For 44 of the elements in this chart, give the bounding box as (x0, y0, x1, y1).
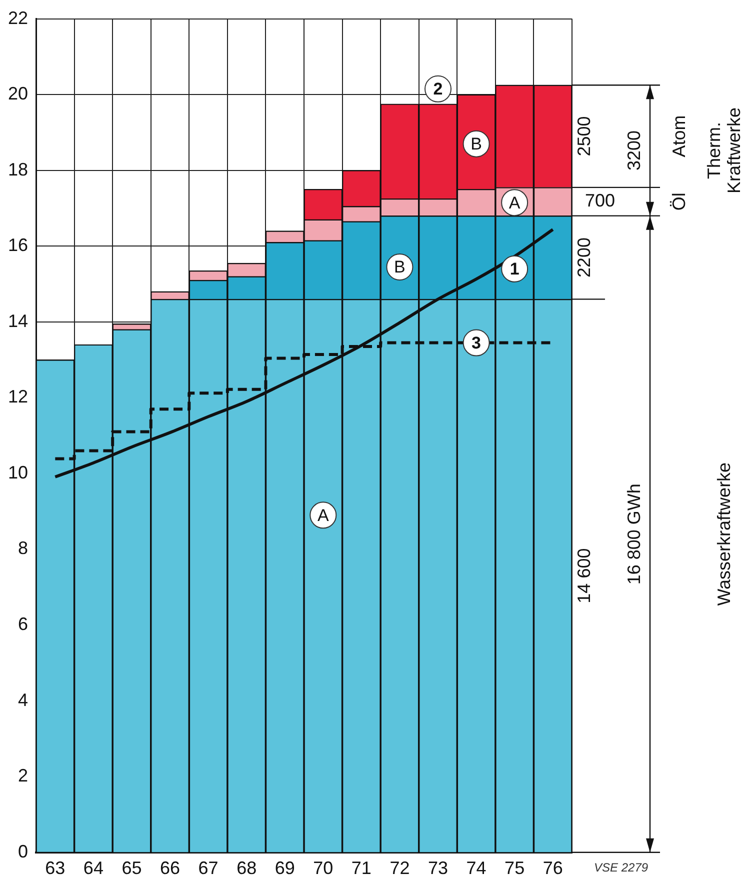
y-tick-label: 14 (8, 310, 28, 331)
x-tick-label: 74 (466, 858, 486, 878)
text: 16 800 GWh (624, 484, 644, 585)
x-tick-label: 70 (313, 858, 334, 878)
text: 700 (585, 190, 616, 211)
x-tick-label: 73 (428, 858, 448, 878)
y-tick-label: 0 (18, 841, 28, 862)
y-tick-label: 8 (18, 538, 28, 558)
annotation: A (508, 193, 521, 212)
text: Therm. Kraftwerke (704, 107, 744, 194)
x-tick-label: 66 (160, 858, 180, 878)
x-tick-label: 64 (83, 858, 104, 878)
text: 2200 (574, 237, 594, 278)
y-tick-label: 6 (18, 614, 28, 634)
y-tick-label: 4 (18, 690, 28, 710)
y-tick-label: 18 (8, 159, 28, 180)
annotation: 1 (510, 260, 520, 279)
text: 2500 (574, 116, 594, 156)
annotation: B (470, 134, 482, 154)
y-tick-label: 2 (18, 766, 28, 786)
text: Öl (668, 192, 689, 211)
text: Atom (668, 115, 689, 158)
annotation: 3 (472, 333, 482, 352)
x-tick-label: 69 (274, 858, 295, 878)
y-tick-label: 12 (8, 386, 28, 407)
y-tick-label: 16 (8, 235, 28, 256)
y-tick-label: 22 (8, 8, 28, 28)
x-tick-label: 71 (351, 858, 372, 878)
annotation: A (317, 506, 330, 525)
x-tick-label: 75 (504, 858, 525, 878)
text: 14 600 (574, 548, 594, 604)
y-tick-label: 20 (8, 84, 28, 104)
x-tick-label: 72 (390, 858, 410, 878)
text: 3200 (624, 130, 644, 170)
x-tick-label: 63 (45, 858, 66, 878)
annotation: 2 (433, 80, 443, 99)
x-tick-label: 68 (236, 858, 257, 878)
annotation: B (394, 258, 406, 277)
x-tick-label: 67 (198, 858, 218, 878)
x-tick-label: 65 (122, 858, 142, 878)
x-tick-label: 76 (542, 858, 563, 878)
y-tick-label: 10 (8, 462, 28, 482)
text: Wasserkraftwerke (714, 462, 734, 606)
text: VSE 2279 (594, 860, 648, 875)
